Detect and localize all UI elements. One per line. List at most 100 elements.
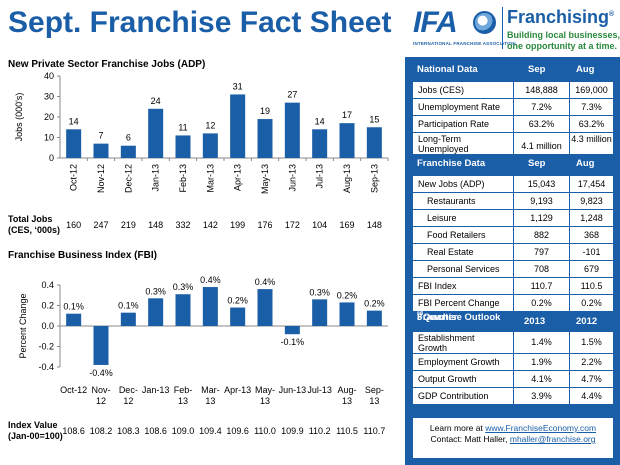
bar-Jun-13 — [284, 102, 300, 158]
x-tick-label: 13 — [260, 396, 270, 406]
row-value: 110.7 — [363, 426, 386, 436]
row-value-sep: 708 — [513, 261, 569, 278]
total-jobs-label: Total Jobs (CES, ‘000s) — [8, 214, 60, 236]
x-tick-label: Apr-13 — [224, 385, 251, 395]
x-tick-label: Oct-12 — [69, 164, 79, 191]
x-tick-label: Sep-13 — [369, 164, 379, 193]
data-label: 0.2% — [364, 299, 385, 309]
data-label: 0.3% — [309, 287, 330, 297]
row-value-sep: 63.2% — [513, 116, 569, 133]
franchise-economy-link[interactable]: www.FranchiseEconomy.com — [485, 423, 597, 433]
table-row: GDP Contribution 3.9% 4.4% — [413, 388, 613, 405]
globe-icon — [473, 11, 496, 34]
franchising-wordmark: Franchising® — [507, 7, 614, 28]
row-value: 142 — [202, 220, 218, 230]
row-value-aug: 110.5 — [569, 278, 613, 295]
row-value-aug: 4.3 million — [569, 133, 613, 155]
learn-more-text: Learn more at — [429, 423, 486, 433]
bar-Oct-12 — [66, 313, 82, 326]
row-value: 109.4 — [199, 426, 222, 436]
data-label: 0.1% — [118, 301, 139, 311]
franchise-rows: New Jobs (ADP) 15,043 17,454 Restaurants 9,1… — [413, 176, 613, 312]
y-tick-label: -0.2 — [38, 342, 54, 352]
national-header-label: National Data — [417, 64, 478, 75]
bar-Feb-13 — [175, 135, 191, 158]
y-axis-title: Jobs (000's) — [14, 93, 24, 142]
row-label: Personal Services — [427, 264, 500, 274]
row-value-sep: 0.2% — [513, 295, 569, 312]
x-tick-label: Jan-13 — [142, 385, 170, 395]
row-value-aug: 1,248 — [569, 210, 613, 227]
franchise-data-table: Franchise Data Sep Aug New Jobs (ADP) 15,… — [413, 154, 613, 312]
x-tick-label: Dec- — [119, 385, 138, 395]
footer-contact: Learn more at www.FranchiseEconomy.com C… — [413, 418, 613, 458]
bar-Jul-13 — [312, 129, 328, 158]
y-axis-title: Percent Change — [18, 293, 28, 358]
row-value-2012: 4.7% — [569, 371, 613, 388]
data-label: 24 — [151, 96, 161, 106]
bar-Jun-13 — [284, 326, 300, 335]
data-label: 0.4% — [200, 275, 221, 285]
x-tick-label: Mar-13 — [205, 164, 215, 193]
row-value-sep: 15,043 — [513, 176, 569, 193]
row-label-line1: Establishment — [418, 333, 475, 343]
tagline-2: one opportunity at a time. — [507, 41, 618, 51]
row-value: 108.6 — [144, 426, 167, 436]
bar-Oct-12 — [66, 129, 82, 158]
data-label: 0.2% — [337, 290, 358, 300]
table-row: New Jobs (ADP) 15,043 17,454 — [413, 176, 613, 193]
data-label: 11 — [178, 122, 187, 132]
tagline-1: Building local businesses, — [507, 30, 620, 40]
row-value-sep: 7.2% — [513, 99, 569, 116]
row-label: Unemployment Rate — [418, 102, 501, 112]
table-row: Restaurants 9,193 9,823 — [413, 193, 613, 210]
registered-mark: ® — [609, 11, 615, 18]
franchise-header-label: Franchise Data — [417, 158, 486, 169]
bar-Aug-13 — [339, 123, 355, 158]
row-value: 110.2 — [308, 426, 331, 436]
bar-Feb-13 — [175, 294, 191, 326]
x-tick-label: Jan-13 — [151, 164, 161, 192]
franchise-data-header: Franchise Data Sep Aug — [413, 154, 613, 172]
y-tick-label: 10 — [44, 133, 54, 143]
bar-Mar-13 — [202, 133, 218, 158]
data-label: 17 — [342, 110, 352, 120]
table-row: FBI Percent Change 0.2% 0.2% — [413, 295, 613, 312]
x-tick-label: Jul-13 — [315, 164, 325, 189]
outlook-header-number: 3 — [417, 312, 423, 323]
table-row: Establishment Growth 1.4% 1.5% — [413, 332, 613, 354]
fbi-chart: 0.4 0.2 0.0 -0.2 -0.4 Percent Change 0.1% Oct-1… — [18, 275, 388, 406]
data-label: 19 — [260, 106, 270, 116]
bar-May-13 — [257, 289, 273, 326]
bar-Nov-12 — [93, 326, 109, 365]
row-value: 109.6 — [226, 426, 249, 436]
x-tick-label: Aug-13 — [342, 164, 352, 193]
x-tick-label: 13 — [178, 396, 188, 406]
row-value-aug: 0.2% — [569, 295, 613, 312]
row-value: 109.0 — [171, 426, 195, 436]
outlook-header-2012: 2012 — [576, 316, 598, 327]
x-tick-label: Jun-13 — [279, 385, 307, 395]
row-value: 110.5 — [336, 426, 358, 436]
y-tick-label: 0.4 — [41, 280, 54, 290]
data-label: 31 — [233, 81, 243, 91]
row-value: 108.6 — [62, 426, 85, 436]
bar-Aug-13 — [339, 302, 355, 326]
x-tick-label: Dec-12 — [123, 164, 133, 193]
contact-text: Contact: Matt Haller, — [430, 434, 510, 444]
row-value: 160 — [66, 220, 82, 230]
row-value-sep: 148,888 — [513, 82, 569, 99]
email-link[interactable]: mhaller@franchise.org — [509, 434, 596, 444]
row-value-sep: 4.1 million — [513, 133, 569, 155]
row-value-2012: 2.2% — [569, 354, 613, 371]
row-value-aug: 17,454 — [569, 176, 613, 193]
franchise-header-sep: Sep — [528, 158, 546, 169]
row-value-aug: 63.2% — [569, 116, 613, 133]
x-tick-label: 13 — [205, 396, 215, 406]
page-title: Sept. Franchise Fact Sheet — [8, 6, 392, 39]
row-value: 109.9 — [281, 426, 304, 436]
outlook-header-quarter: Quarter — [423, 312, 458, 323]
table-row: Employment Growth 1.9% 2.2% — [413, 354, 613, 371]
row-label: Leisure — [427, 213, 457, 223]
bar-Dec-12 — [120, 145, 136, 158]
